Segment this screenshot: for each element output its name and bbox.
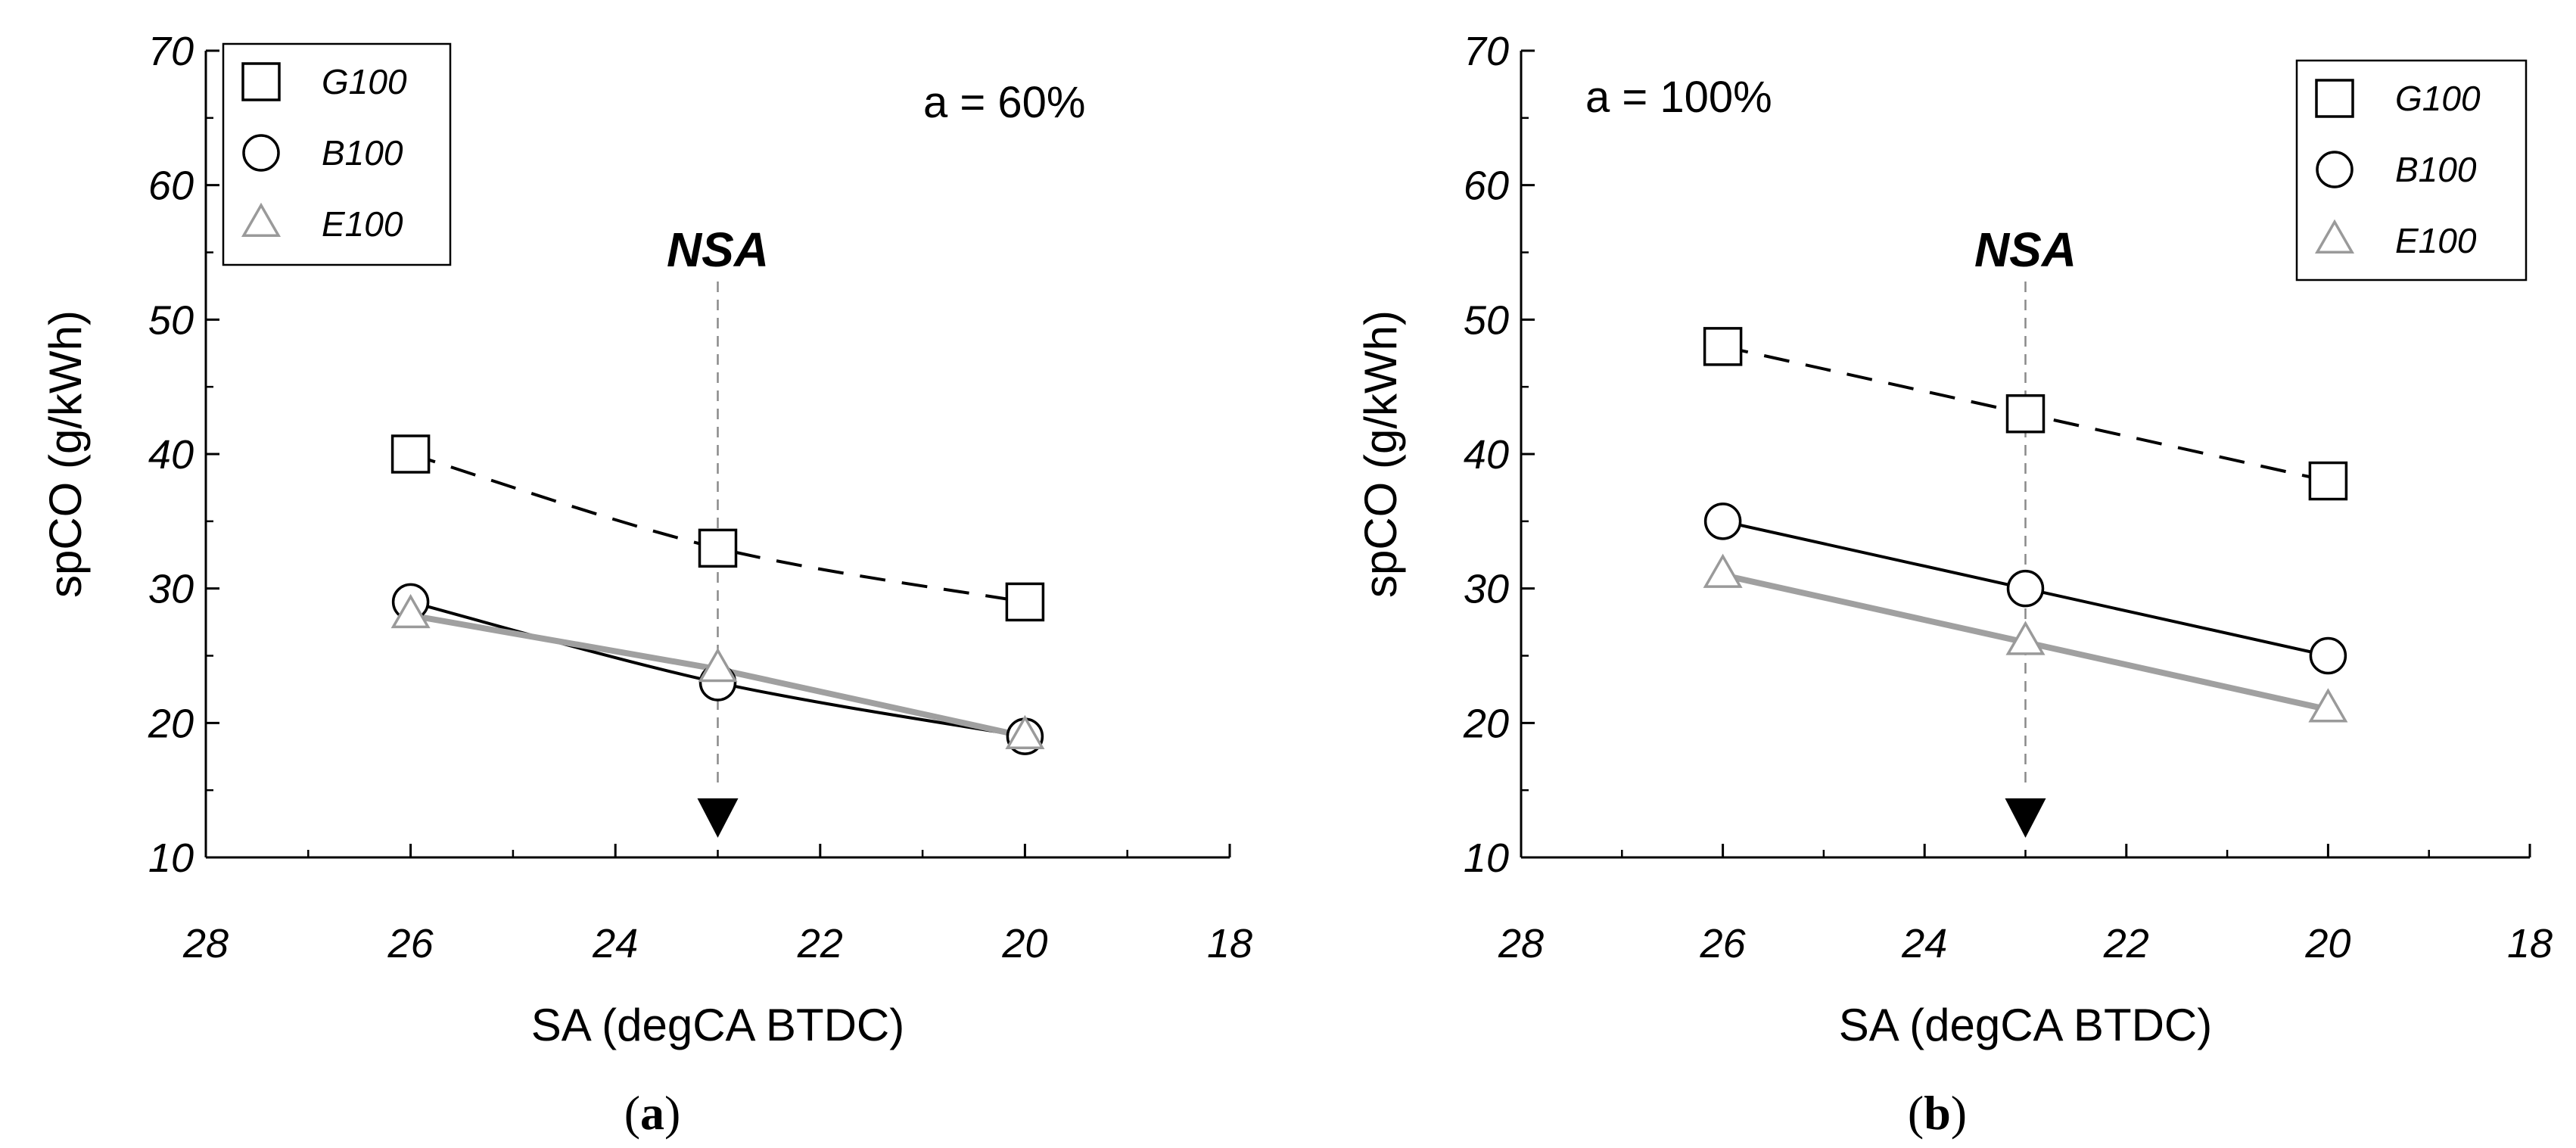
legend-square-icon [2315,79,2354,118]
legend-square-icon [241,62,281,101]
y-axis-title: spCO (g/kWh) [1355,310,1406,598]
y-tick-label: 40 [1464,432,1509,478]
x-tick-label: 26 [387,921,434,966]
legend-label-b100: B100 [2395,150,2477,189]
data-point-g100 [2308,461,2348,501]
nsa-arrow-icon [697,798,739,838]
y-tick-label: 60 [1464,163,1509,209]
legend: G100 B100 E100 [2295,59,2528,282]
legend-label-b100: B100 [322,133,403,173]
data-point-b100 [1703,502,1742,540]
y-tick-label: 20 [148,701,194,746]
x-tick-label: 24 [1901,921,1947,966]
panel-label-close: ) [664,1086,680,1140]
data-point-e100 [698,647,738,683]
x-tick-label: 20 [1001,921,1047,966]
y-tick-label: 40 [148,432,194,478]
y-tick-label: 20 [1463,701,1509,746]
nsa-label: NSA [667,222,769,277]
y-tick-label: 60 [148,163,194,209]
data-point-g100 [698,528,738,568]
legend-label-e100: E100 [322,204,403,244]
x-tick-label: 22 [2103,921,2149,966]
legend: G100 B100 E100 [222,42,452,266]
nsa-arrow-icon [2005,798,2046,838]
y-tick-label: 70 [148,29,194,74]
y-axis-title: spCO (g/kWh) [40,310,91,598]
chart-panel-b: 10 20 30 40 50 60 70 28 26 24 22 20 18 SA (degCA BTDC… [1355,29,2553,1140]
data-point-e100 [390,593,431,629]
panel-label-open: ( [624,1086,640,1140]
data-point-g100 [390,434,431,474]
x-tick-label: 20 [2304,921,2350,966]
legend-label-e100: E100 [2395,221,2477,260]
x-axis-title: SA (degCA BTDC) [531,1000,905,1050]
y-tick-label: 30 [1464,567,1509,612]
y-tick-label: 50 [148,297,194,343]
legend-triangle-icon [2314,219,2355,254]
y-tick-label: 50 [1464,297,1509,343]
x-axis-title: SA (degCA BTDC) [1839,1000,2213,1050]
panel-label-close: ) [1951,1086,1967,1140]
y-tick-label: 70 [1464,29,1509,74]
x-tick-label: 28 [1498,921,1544,966]
y-tick-label: 10 [1464,835,1509,881]
data-point-e100 [2005,621,2046,655]
annotation: a = 60% [923,78,1085,127]
legend-label-g100: G100 [2395,79,2481,118]
panel-label-letter: b [1924,1086,1951,1140]
data-point-b100 [2006,569,2045,608]
x-tick-label: 28 [182,921,229,966]
panel-label: (a) [624,1086,681,1140]
data-point-g100 [1005,582,1045,622]
x-tick-label: 22 [797,921,843,966]
x-tick-label: 18 [2507,921,2553,966]
data-point-b100 [2309,636,2347,675]
annotation: a = 100% [1585,73,1772,122]
y-tick-label: 30 [148,567,194,612]
data-point-e100 [1703,553,1743,588]
x-tick-label: 18 [1207,921,1252,966]
legend-triangle-icon [241,202,282,237]
legend-circle-icon [242,134,280,172]
data-point-e100 [1005,714,1045,750]
y-tick-label: 10 [148,835,194,881]
panel-label-letter: a [640,1086,664,1140]
data-point-g100 [1703,327,1743,366]
panel-label: (b) [1908,1086,1967,1140]
panel-label-open: ( [1908,1086,1924,1140]
chart-panel-a: 10 20 30 40 50 60 70 28 26 24 22 20 18 SA (degCA BTDC… [40,29,1252,1140]
legend-label-g100: G100 [322,62,407,101]
nsa-label: NSA [1974,222,2077,277]
data-point-e100 [2308,688,2348,723]
x-tick-label: 26 [1700,921,1747,966]
data-point-g100 [2005,394,2046,434]
x-tick-label: 24 [592,921,638,966]
legend-circle-icon [2316,151,2354,188]
